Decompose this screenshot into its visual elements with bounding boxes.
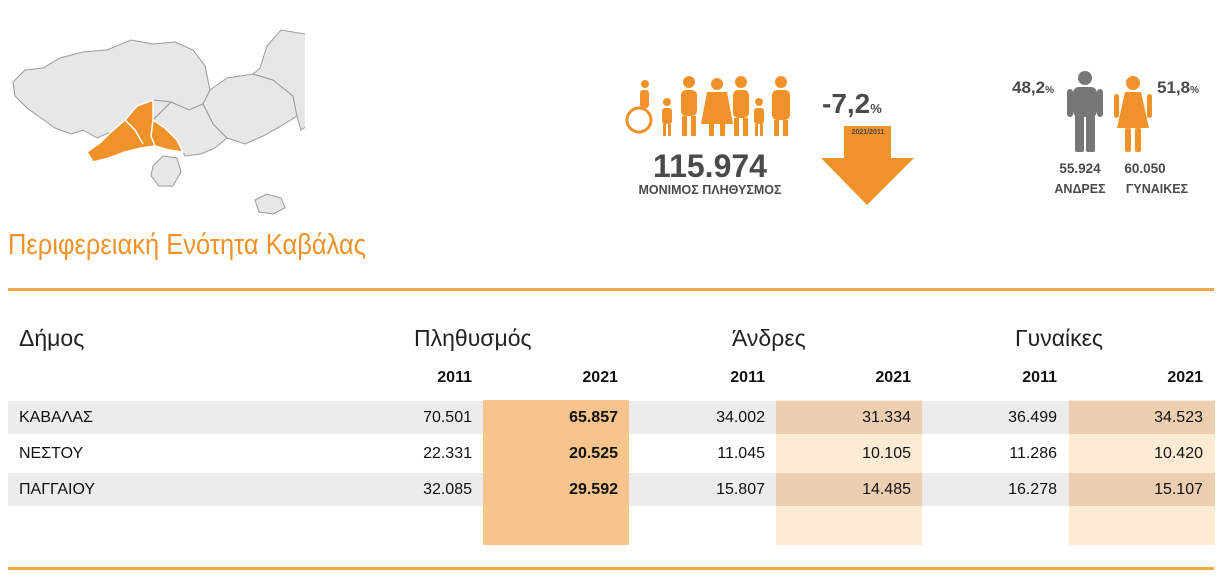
- men-pct-value: 48,2: [1012, 78, 1046, 97]
- table-cell: 10.105: [862, 445, 911, 462]
- table-cell: 11.045: [717, 445, 765, 462]
- women-pct-value: 51,8: [1157, 78, 1191, 97]
- municipality-name: ΚΑΒΑΛΑΣ: [19, 409, 93, 426]
- woman-icon: [1114, 76, 1152, 152]
- table-cell: 11.286: [1009, 445, 1057, 462]
- table-cell: 15.107: [1154, 481, 1203, 498]
- divider-bottom: [8, 567, 1214, 570]
- table-cell: 65.857: [569, 409, 618, 426]
- men-pct-unit: %: [1045, 85, 1054, 96]
- table-cell: 16.278: [1008, 481, 1057, 498]
- change-value: -7,2: [822, 88, 871, 119]
- men-label: ΑΝΔΡΕΣ: [1054, 182, 1106, 196]
- population-change: -7,2%: [822, 88, 922, 120]
- table-cell: 34.523: [1154, 409, 1203, 426]
- divider-top: [8, 288, 1214, 291]
- table-cell: 31.334: [862, 409, 911, 426]
- total-population: 115.974: [653, 148, 767, 184]
- year-header: 2011: [437, 369, 472, 386]
- table-cell: 15.807: [716, 481, 765, 498]
- page-title: Περιφερειακή Ενότητα Καβάλας: [8, 229, 367, 261]
- municipality-name: ΠΑΓΓΑΙΟΥ: [19, 481, 96, 498]
- table-cell: 14.485: [862, 481, 911, 498]
- table-cell: 22.331: [423, 445, 472, 462]
- women-count: 60.050: [1124, 161, 1166, 176]
- total-population-label: ΜΟΝΙΜΟΣ ΠΛΗΘΥΣΜΟΣ: [638, 183, 782, 197]
- highlight-population-2021-r1: [483, 401, 629, 434]
- table-cell: 29.592: [569, 481, 618, 498]
- table-cell: 10.420: [1154, 445, 1203, 462]
- women-label: ΓΥΝΑΙΚΕΣ: [1125, 182, 1189, 196]
- highlight-women-2021-r1: [1069, 401, 1215, 434]
- arrow-down-icon: [821, 126, 914, 205]
- year-header: 2021: [875, 369, 911, 386]
- year-header: 2021: [1167, 369, 1203, 386]
- header-municipality: Δήμος: [19, 325, 85, 351]
- highlight-population-2021-r3: [483, 473, 629, 506]
- table-cell: 70.501: [423, 409, 472, 426]
- municipality-name: ΝΕΣΤΟΥ: [19, 445, 84, 462]
- women-pct-unit: %: [1190, 85, 1199, 96]
- man-icon: [1067, 71, 1103, 152]
- header-women: Γυναίκες: [1015, 325, 1103, 351]
- highlight-women-2021-r3: [1069, 473, 1215, 506]
- table-cell: 36.499: [1008, 409, 1057, 426]
- table-cell: 32.085: [423, 481, 472, 498]
- highlight-men-2021-r1: [776, 401, 922, 434]
- highlight-men-2021-r3: [776, 473, 922, 506]
- men-count: 55.924: [1059, 161, 1101, 176]
- change-unit: %: [870, 101, 882, 116]
- year-header: 2011: [730, 369, 765, 386]
- table-cell: 20.525: [569, 445, 618, 462]
- year-header: 2011: [1022, 369, 1057, 386]
- women-percentage: 51,8%: [1157, 78, 1199, 98]
- region-map: [12, 29, 305, 215]
- year-header: 2021: [582, 369, 618, 386]
- men-percentage: 48,2%: [1012, 78, 1054, 98]
- family-icon: [625, 76, 790, 136]
- change-period: 2021/2011: [851, 129, 885, 136]
- table-cell: 34.002: [716, 409, 765, 426]
- header-population: Πληθυσμός: [414, 325, 532, 351]
- header-men: Άνδρες: [732, 325, 806, 351]
